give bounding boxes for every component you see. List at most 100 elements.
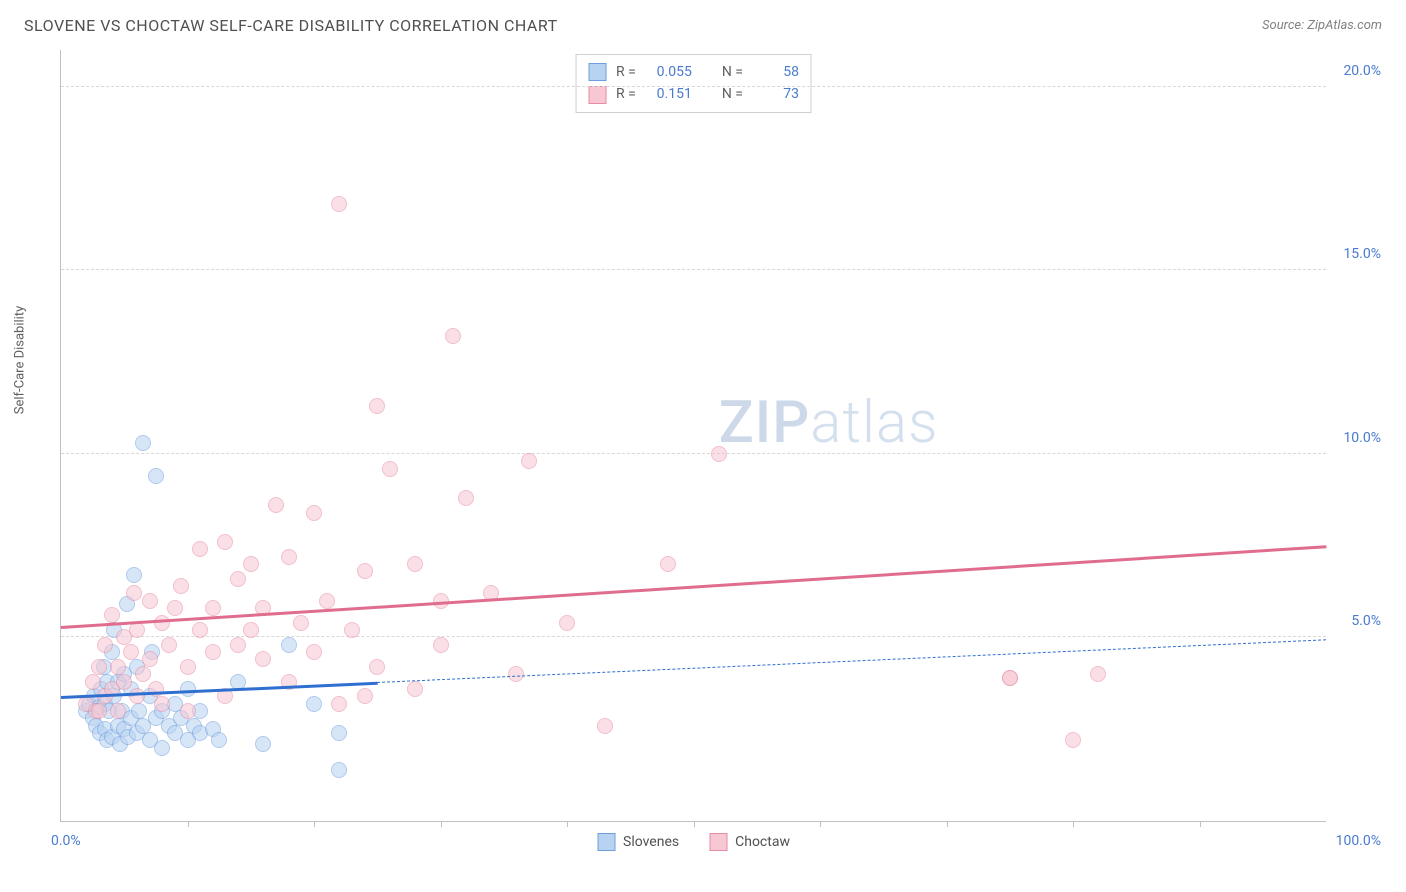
data-point (230, 571, 246, 587)
data-point (458, 490, 474, 506)
x-tick (441, 821, 442, 827)
data-point (306, 644, 322, 660)
data-point (192, 622, 208, 638)
data-point (154, 615, 170, 631)
data-point (85, 674, 101, 690)
data-point (1065, 732, 1081, 748)
data-point (243, 556, 259, 572)
gridline (61, 453, 1326, 454)
data-point (161, 637, 177, 653)
data-point (135, 666, 151, 682)
data-point (331, 762, 347, 778)
data-point (407, 681, 423, 697)
data-point (445, 328, 461, 344)
y-tick-label: 15.0% (1343, 246, 1381, 262)
data-point (110, 703, 126, 719)
data-point (597, 718, 613, 734)
data-point (369, 398, 385, 414)
watermark: ZIPatlas (719, 389, 939, 457)
x-tick (1073, 821, 1074, 827)
swatch-choctaw (588, 86, 606, 104)
data-point (344, 622, 360, 638)
chart-title: SLOVENE VS CHOCTAW SELF-CARE DISABILITY … (24, 16, 558, 35)
data-point (559, 615, 575, 631)
data-point (180, 681, 196, 697)
y-tick-label: 5.0% (1351, 613, 1381, 629)
stats-row-slovenes: R = 0.055 N = 58 (588, 61, 799, 83)
data-point (521, 453, 537, 469)
x-tick (188, 821, 189, 827)
data-point (281, 549, 297, 565)
data-point (306, 696, 322, 712)
data-point (357, 563, 373, 579)
data-point (306, 505, 322, 521)
data-point (91, 659, 107, 675)
data-point (104, 607, 120, 623)
legend-swatch-slovenes (597, 833, 615, 851)
x-axis-end-label: 100.0% (1336, 833, 1381, 849)
legend-item-slovenes: Slovenes (597, 833, 679, 851)
x-tick (567, 821, 568, 827)
data-point (268, 497, 284, 513)
data-point (142, 651, 158, 667)
source-attribution: Source: ZipAtlas.com (1262, 18, 1382, 33)
data-point (711, 446, 727, 462)
stats-legend: R = 0.055 N = 58 R = 0.151 N = 73 (575, 54, 812, 113)
data-point (319, 593, 335, 609)
x-tick (1200, 821, 1201, 827)
data-point (205, 644, 221, 660)
data-point (255, 736, 271, 752)
data-point (126, 567, 142, 583)
swatch-slovenes (588, 63, 606, 81)
data-point (97, 637, 113, 653)
legend-swatch-choctaw (709, 833, 727, 851)
data-point (129, 688, 145, 704)
gridline (61, 269, 1326, 270)
data-point (357, 688, 373, 704)
data-point (230, 637, 246, 653)
data-point (205, 600, 221, 616)
data-point (180, 703, 196, 719)
data-point (660, 556, 676, 572)
data-point (1002, 670, 1018, 686)
data-point (407, 556, 423, 572)
data-point (211, 732, 227, 748)
header: SLOVENE VS CHOCTAW SELF-CARE DISABILITY … (0, 0, 1406, 43)
data-point (129, 622, 145, 638)
data-point (180, 659, 196, 675)
y-axis-label: Self-Care Disability (13, 306, 28, 414)
data-point (142, 593, 158, 609)
legend-item-choctaw: Choctaw (709, 833, 790, 851)
data-point (255, 651, 271, 667)
data-point (91, 703, 107, 719)
data-point (148, 468, 164, 484)
x-tick (694, 821, 695, 827)
x-axis-origin-label: 0.0% (51, 833, 81, 849)
data-point (369, 659, 385, 675)
data-point (331, 696, 347, 712)
data-point (116, 674, 132, 690)
data-point (331, 725, 347, 741)
y-tick-label: 10.0% (1343, 430, 1381, 446)
series-legend: Slovenes Choctaw (597, 833, 790, 851)
data-point (331, 196, 347, 212)
data-point (154, 740, 170, 756)
y-tick-label: 20.0% (1343, 63, 1381, 79)
data-point (293, 615, 309, 631)
data-point (243, 622, 259, 638)
data-point (131, 703, 147, 719)
scatter-plot: ZIPatlas R = 0.055 N = 58 R = 0.151 N = … (60, 50, 1326, 822)
data-point (217, 534, 233, 550)
data-point (281, 637, 297, 653)
stats-row-choctaw: R = 0.151 N = 73 (588, 83, 799, 105)
data-point (126, 585, 142, 601)
data-point (382, 461, 398, 477)
data-point (192, 541, 208, 557)
data-point (167, 600, 183, 616)
data-point (135, 435, 151, 451)
data-point (123, 644, 139, 660)
data-point (1090, 666, 1106, 682)
gridline (61, 86, 1326, 87)
data-point (110, 659, 126, 675)
x-tick (820, 821, 821, 827)
